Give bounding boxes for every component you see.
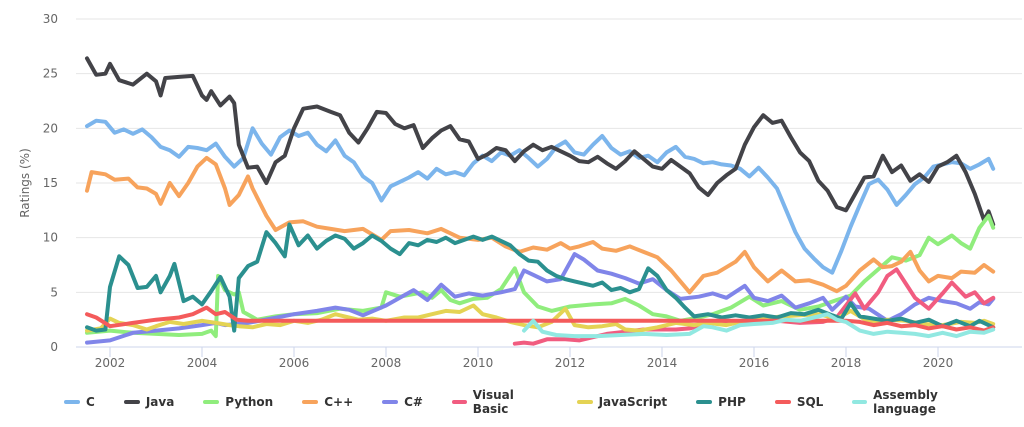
legend-label: PHP xyxy=(718,395,746,409)
legend: C Java Python C++ C# Visual Basic JavaScript PH… xyxy=(0,388,1024,416)
x-tick-label: 2010 xyxy=(463,356,494,370)
legend-label: Java xyxy=(145,395,175,409)
y-tick-label: 10 xyxy=(43,231,58,245)
x-tick-label: 2018 xyxy=(831,356,862,370)
legend-swatch xyxy=(123,400,140,404)
series-line-java[interactable] xyxy=(85,56,996,227)
y-tick-label: 5 xyxy=(50,285,58,299)
legend-swatch xyxy=(382,400,399,404)
legend-item-c[interactable]: C xyxy=(64,388,95,416)
legend-item-java[interactable]: Java xyxy=(123,388,175,416)
legend-swatch xyxy=(302,400,319,404)
y-tick-label: 15 xyxy=(43,176,58,190)
legend-item-visual-basic[interactable]: Visual Basic xyxy=(452,388,548,416)
legend-label: C# xyxy=(404,395,423,409)
legend-item-python[interactable]: Python xyxy=(203,388,273,416)
x-tick-label: 2012 xyxy=(555,356,586,370)
series-lines xyxy=(85,56,996,346)
x-tick-label: 2020 xyxy=(923,356,954,370)
legend-label: C++ xyxy=(324,395,354,409)
legend-swatch xyxy=(452,400,467,404)
x-tick-label: 2008 xyxy=(371,356,402,370)
series-line-assembly-language[interactable] xyxy=(522,312,996,339)
legend-item-c-[interactable]: C# xyxy=(382,388,423,416)
series-line-sql[interactable] xyxy=(85,305,996,333)
legend-item-assembly-language[interactable]: Assembly language xyxy=(852,388,995,416)
series-line-c[interactable] xyxy=(85,118,996,275)
legend-label: Assembly language xyxy=(873,388,938,416)
y-tick-label: 0 xyxy=(50,340,58,354)
series-line-php[interactable] xyxy=(85,222,996,333)
y-tick-label: 25 xyxy=(43,67,58,81)
legend-label: SQL xyxy=(796,395,824,409)
y-tick-label: 20 xyxy=(43,121,58,135)
legend-item-sql[interactable]: SQL xyxy=(774,388,824,416)
legend-label: C xyxy=(86,395,95,409)
legend-item-php[interactable]: PHP xyxy=(696,388,746,416)
legend-swatch xyxy=(774,400,791,404)
legend-swatch xyxy=(203,400,220,404)
x-axis: 2002 2004 2006 2008 2010 2012 2014 2016 2018 2020 xyxy=(95,347,954,370)
y-axis: 0 5 10 15 20 25 30 xyxy=(43,12,58,354)
legend-label: Visual Basic xyxy=(472,388,514,416)
legend-item-javascript[interactable]: JavaScript xyxy=(576,388,668,416)
series-line-c-[interactable] xyxy=(85,155,996,295)
legend-label: JavaScript xyxy=(598,395,668,409)
x-tick-label: 2016 xyxy=(739,356,770,370)
y-tick-label: 30 xyxy=(43,12,58,26)
legend-swatch xyxy=(576,400,593,404)
legend-swatch xyxy=(852,400,868,404)
x-tick-label: 2004 xyxy=(187,356,218,370)
x-tick-label: 2002 xyxy=(95,356,126,370)
legend-item-c-[interactable]: C++ xyxy=(302,388,353,416)
x-tick-label: 2006 xyxy=(279,356,310,370)
legend-swatch xyxy=(64,400,80,404)
y-axis-title: Ratings (%) xyxy=(18,148,32,218)
legend-label: Python xyxy=(225,395,274,409)
legend-swatch xyxy=(696,400,713,404)
x-tick-label: 2014 xyxy=(647,356,678,370)
